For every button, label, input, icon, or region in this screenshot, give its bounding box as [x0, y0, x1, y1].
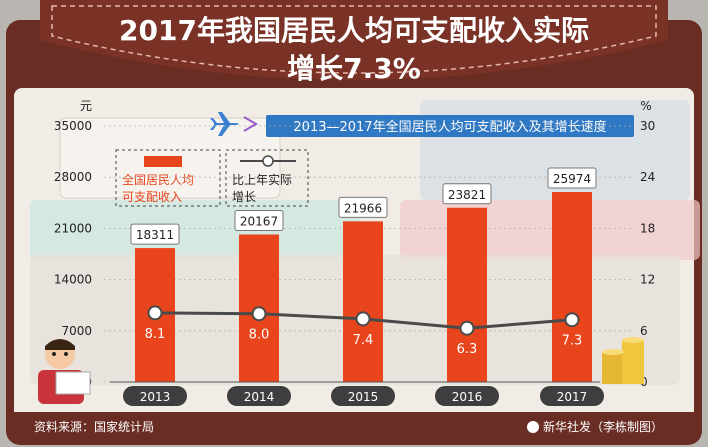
- bar-2015: [343, 221, 383, 382]
- footer-band: [14, 412, 694, 442]
- y-right-tick-label: 12: [640, 273, 655, 287]
- title-line-2: 增长7.3%: [287, 52, 421, 85]
- x-category-pill: [123, 386, 187, 406]
- y-left-tick-label: 7000: [61, 324, 92, 338]
- person-reading-icon: [38, 339, 91, 404]
- x-category-label: 2015: [348, 390, 379, 404]
- bar-value-box: [338, 196, 388, 218]
- bar-series: 18311 20167 21966 23821 25974: [130, 167, 597, 382]
- source-text: 资料来源：国家统计局: [34, 419, 154, 434]
- y-right-tick-label: 6: [640, 324, 648, 338]
- y-right-tick-label: 18: [640, 221, 655, 235]
- bar-value-label: 23821: [448, 188, 486, 202]
- x-category-label: 2017: [557, 390, 588, 404]
- y-right-tick-label: 24: [640, 170, 655, 184]
- y-left-tick-label: 28000: [54, 170, 92, 184]
- bar-value-label: 20167: [240, 214, 278, 228]
- growth-point-2014: [251, 306, 267, 322]
- growth-value-label: 8.1: [145, 327, 166, 342]
- bar-value-label: 18311: [136, 228, 174, 242]
- line-series: 8.1 8.0 7.4 6.3 7.3: [145, 305, 583, 357]
- x-category-pill: [331, 386, 395, 406]
- growth-value-label: 7.3: [562, 334, 583, 349]
- growth-value-label: 6.3: [457, 342, 478, 357]
- legend-swatch-dot: [262, 155, 274, 167]
- bar-2017: [552, 192, 592, 382]
- bar-value-label: 25974: [553, 172, 591, 186]
- bar-value-label: 21966: [344, 201, 382, 215]
- legend: 全国居民人均可支配收入 比上年实际增长: [115, 149, 309, 207]
- y-left-tick-label: 21000: [54, 221, 92, 235]
- wallet-flap: [40, 0, 668, 80]
- credit-text: 新华社发（李栋制图）: [543, 419, 663, 434]
- coin-stack-icon: [602, 337, 644, 384]
- x-category-pill: [435, 386, 499, 406]
- legend-label-bar: 全国居民人均可支配收入: [122, 172, 194, 204]
- x-category-pill: [540, 386, 604, 406]
- legend-box-bar: [115, 149, 221, 207]
- bar-value-box: [234, 209, 284, 231]
- legend-swatch-bar: [144, 156, 182, 167]
- x-category-label: 2013: [140, 390, 171, 404]
- legend-label-line: 比上年实际增长: [232, 172, 292, 204]
- bar-value-box: [442, 183, 492, 205]
- growth-point-2017: [564, 312, 580, 328]
- x-category-pill: [227, 386, 291, 406]
- bar-2016: [447, 207, 487, 382]
- growth-point-2013: [147, 305, 163, 321]
- y-axis-left: 0700014000210002800035000: [54, 119, 92, 389]
- growth-point-2015: [355, 311, 371, 327]
- title-line-1: 2017年我国居民人均可支配收入实际: [119, 14, 589, 47]
- y-right-tick-label: 30: [640, 119, 655, 133]
- x-axis: 2013 2014 2015 2016 2017: [110, 381, 604, 406]
- x-category-label: 2016: [452, 390, 483, 404]
- legend-box-line: [225, 149, 309, 207]
- bar-value-box: [547, 167, 597, 189]
- y-left-tick-label: 35000: [54, 119, 92, 133]
- growth-value-label: 8.0: [249, 328, 270, 343]
- x-category-label: 2014: [244, 390, 275, 404]
- growth-value-label: 7.4: [353, 333, 374, 348]
- growth-point-2016: [459, 320, 475, 336]
- subtitle: 2013—2017年全国居民人均可支配收入及其增长速度: [293, 119, 606, 135]
- y-axis-right-label: %: [640, 99, 651, 113]
- y-left-tick-label: 14000: [54, 273, 92, 287]
- bar-value-box: [130, 223, 180, 245]
- y-axis-left-label: 元: [80, 99, 92, 113]
- xinhua-logo-icon: [527, 421, 539, 433]
